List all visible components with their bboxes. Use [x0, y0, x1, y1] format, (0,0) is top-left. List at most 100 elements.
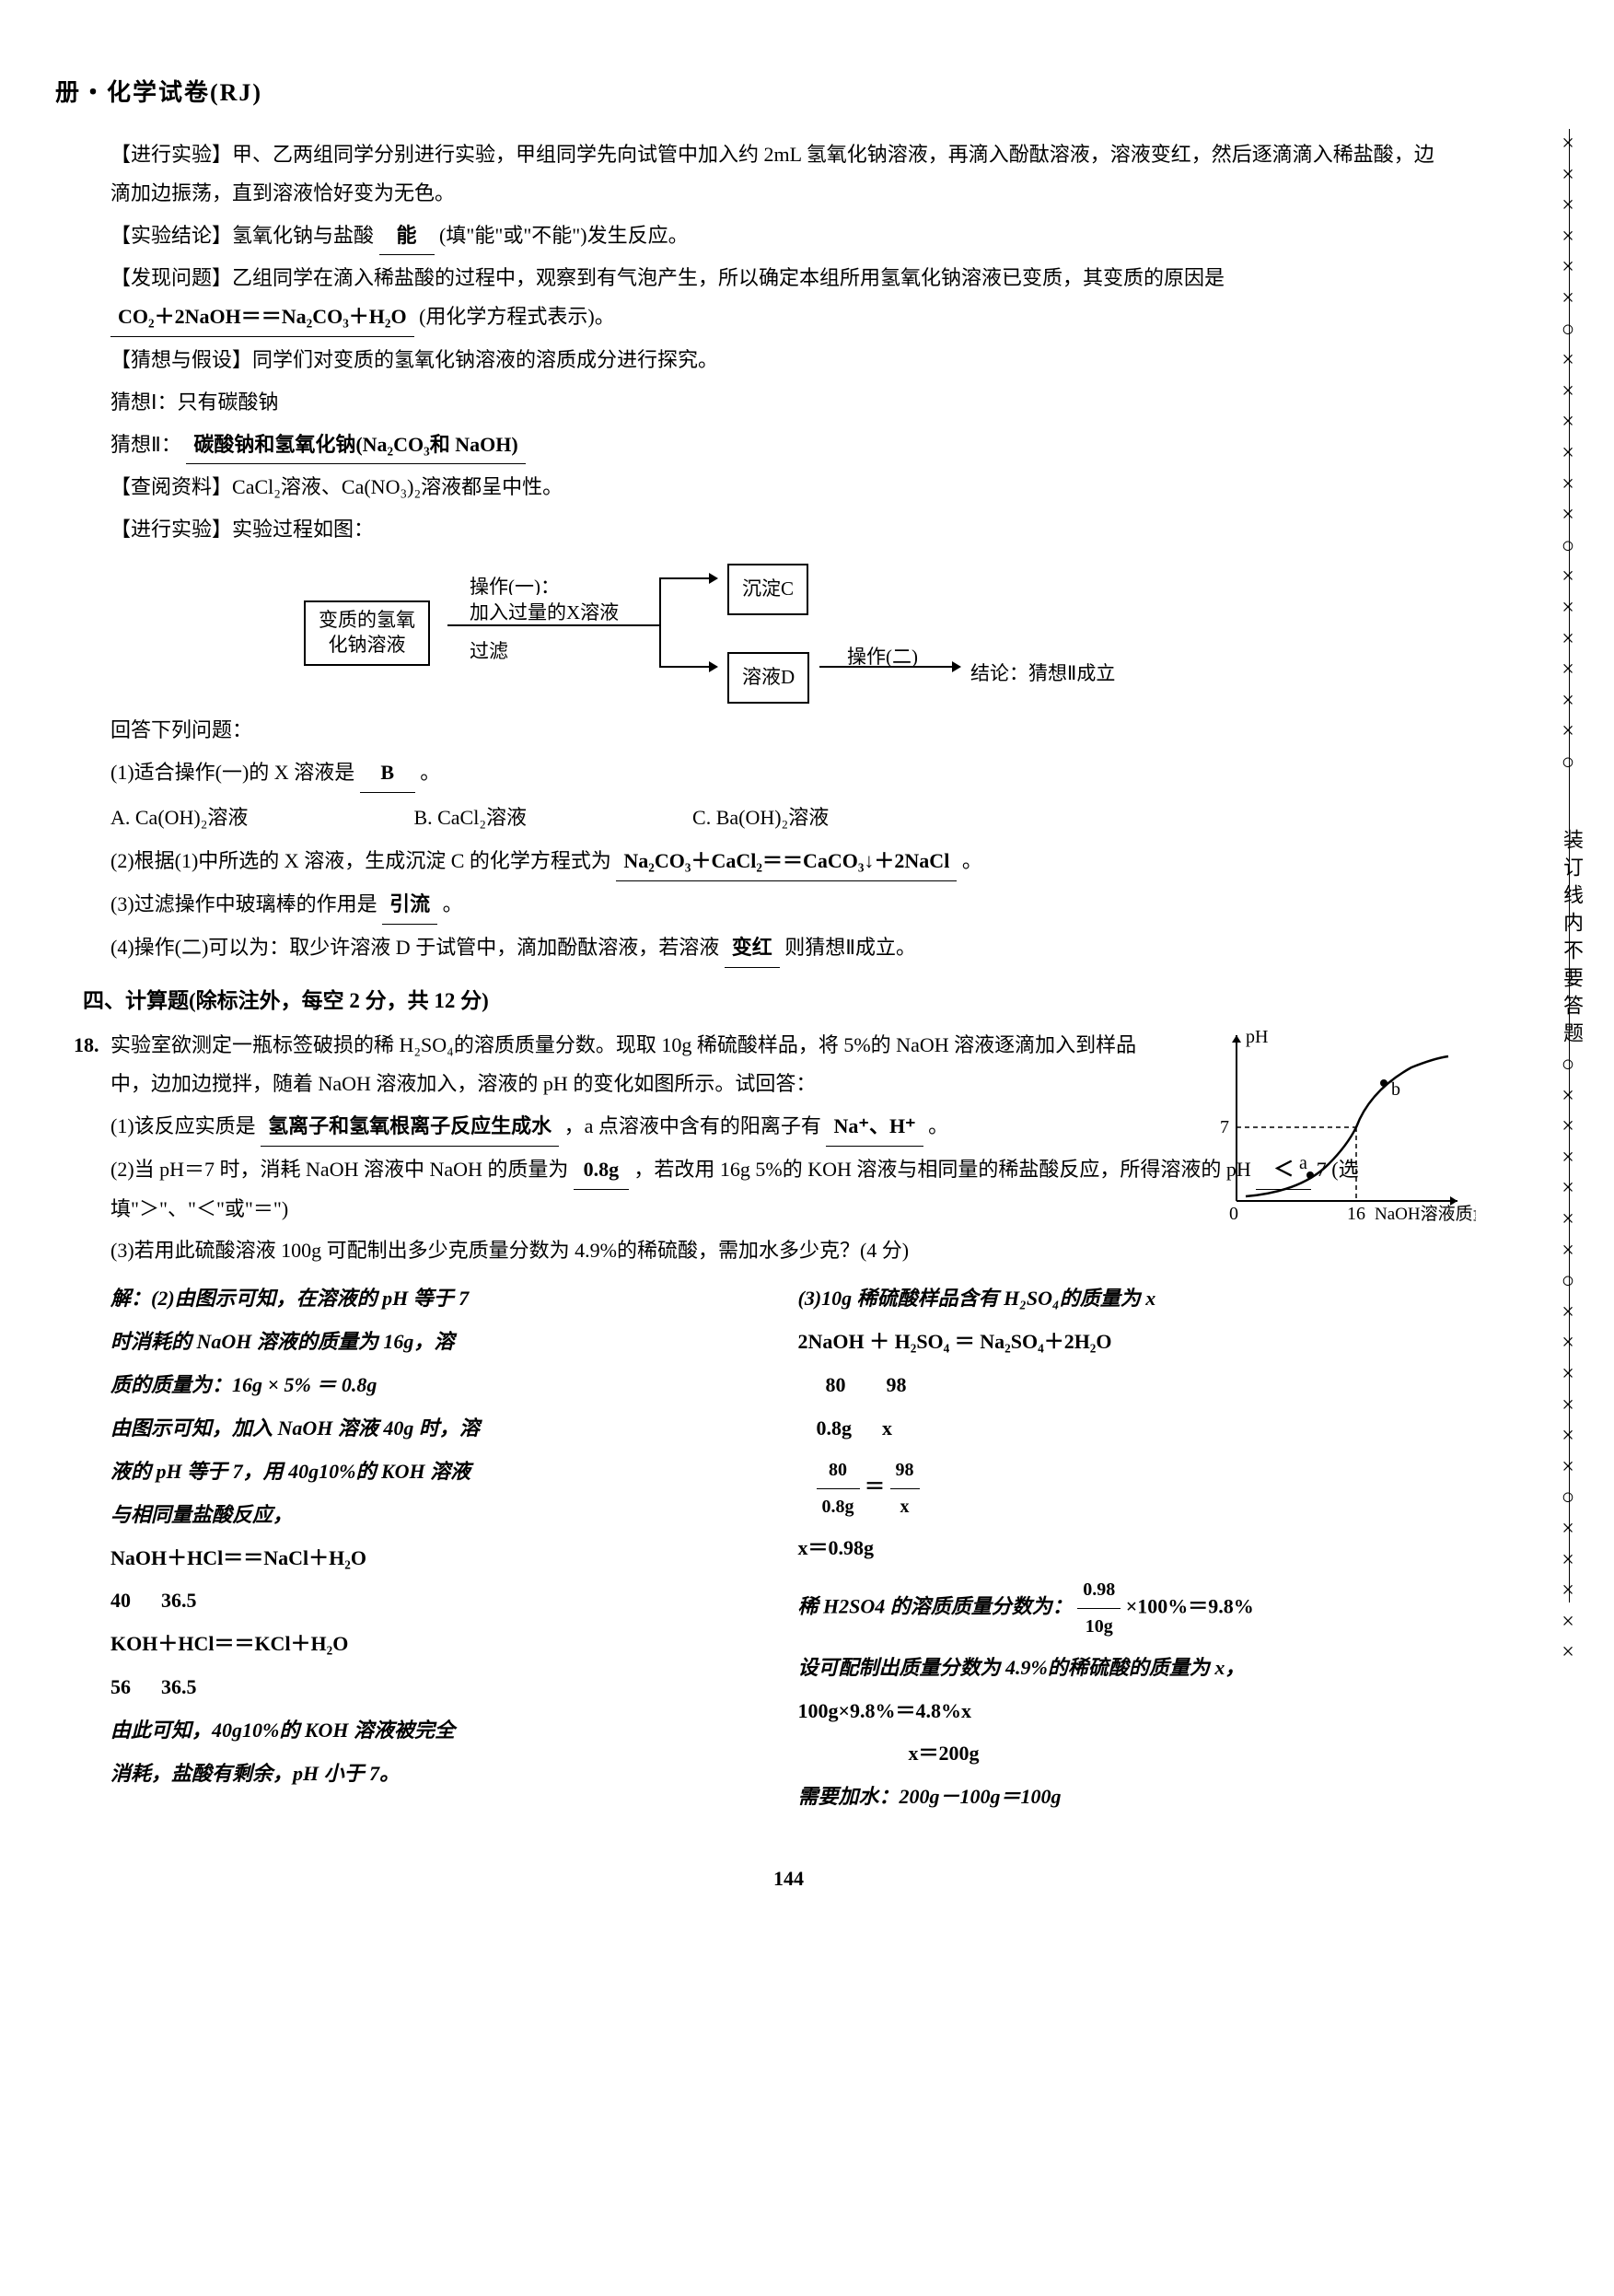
sol-l5: 液的 pH 等于 7，用 40g10%的 KOH 溶液 — [110, 1452, 761, 1492]
sol-r3-num: 0.98 — [1077, 1572, 1121, 1609]
exp2-text: 实验过程如图： — [232, 518, 374, 541]
solution-right: (3)10g 稀硫酸样品含有 H₂SO₄的质量为 x 2NaOH ＋ H₂SO₄… — [798, 1279, 1449, 1821]
q18-1-blank: 氢离子和氢氧根离子反应生成水 — [261, 1107, 559, 1147]
sol-eq2n: 56 36.5 — [110, 1668, 761, 1707]
ph-graph: pH 7 a b 0 16 NaOH溶液质量/g — [1200, 1026, 1476, 1229]
section4-heading: 四、计算题(除标注外，每空 2 分，共 12 分) — [83, 981, 1448, 1021]
q18-1-suffix: 。 — [928, 1114, 948, 1137]
q1: (1)适合操作(一)的 X 溶液是 B 。 — [110, 753, 1448, 793]
fc-op2: 操作(二) — [847, 639, 918, 676]
fc-result: 结论：猜想Ⅱ成立 — [970, 656, 1115, 693]
q4-blank: 变红 — [725, 928, 780, 968]
sol-frac-eq: 800.8g ＝ 98x — [798, 1452, 1449, 1525]
q4-suffix: 则猜想Ⅱ成立。 — [784, 936, 916, 959]
answer-intro: 回答下列问题： — [110, 711, 1448, 750]
q18-2-blank: 0.8g — [574, 1150, 629, 1190]
q18-2-text: (2)当 pH＝7 时，消耗 NaOH 溶液中 NaOH 的质量为 — [110, 1158, 568, 1181]
fc-box-solution: 溶液D — [727, 652, 809, 704]
q18-number: 18. — [74, 1026, 110, 1065]
q2: (2)根据(1)中所选的 X 溶液，生成沉淀 C 的化学方程式为 Na₂CO₃＋… — [110, 842, 1448, 881]
conclusion-paragraph: 【实验结论】氢氧化钠与盐酸 能 (填"能"或"不能")发生反应。 — [110, 216, 1448, 256]
exp-text: 甲、乙两组同学分别进行实验，甲组同学先向试管中加入约 2mL 氢氧化钠溶液，再滴… — [110, 143, 1434, 204]
page-header: 册・化学试卷(RJ) — [55, 74, 1522, 108]
reference-paragraph: 【查阅资料】CaCl₂溶液、Ca(NO₃)₂溶液都呈中性。 — [110, 468, 1448, 507]
guess2-blank: 碳酸钠和氢氧化钠(Na₂CO₃和 NaOH) — [186, 425, 525, 465]
q3-blank: 引流 — [382, 885, 437, 925]
solution-columns: 解：(2)由图示可知，在溶液的 pH 等于 7 时消耗的 NaOH 溶液的质量为… — [110, 1279, 1448, 1821]
sol-l3: 质的质量为：16g × 5% ＝ 0.8g — [110, 1366, 761, 1405]
graph-ylabel: pH — [1246, 1027, 1268, 1047]
guess-title: 【猜想与假设】 — [110, 348, 252, 371]
q4: (4)操作(二)可以为：取少许溶液 D 于试管中，滴加酚酞溶液，若溶液 变红 则… — [110, 928, 1448, 968]
conclusion-title: 【实验结论】 — [110, 224, 232, 247]
graph-ptb: b — [1391, 1079, 1400, 1100]
q18-1-mid: ，a 点溶液中含有的阳离子有 — [564, 1114, 821, 1137]
problem-blank: CO₂＋2NaOH＝＝Na₂CO₃＋H₂O — [110, 297, 414, 337]
fc-arrow-top — [659, 577, 714, 579]
sol-eq3n2: 0.8g x — [798, 1409, 1449, 1449]
q3-suffix: 。 — [443, 892, 463, 915]
experiment2-paragraph: 【进行实验】实验过程如图： — [110, 510, 1448, 549]
guess-paragraph: 【猜想与假设】同学们对变质的氢氧化钠溶液的溶质成分进行探究。 — [110, 341, 1448, 379]
margin-vertical-text: 装订线内不要答题 — [1557, 829, 1586, 1050]
experiment-paragraph: 【进行实验】甲、乙两组同学分别进行实验，甲组同学先向试管中加入约 2mL 氢氧化… — [110, 135, 1448, 213]
exp2-title: 【进行实验】 — [110, 518, 232, 541]
graph-pta: a — [1299, 1153, 1307, 1173]
sol-l4: 由图示可知，加入 NaOH 溶液 40g 时，溶 — [110, 1409, 761, 1449]
q4-text: (4)操作(二)可以为：取少许溶液 D 于试管中，滴加酚酞溶液，若溶液 — [110, 936, 719, 959]
q1-text: (1)适合操作(一)的 X 溶液是 — [110, 761, 354, 784]
sol-eq2: KOH＋HCl＝＝KCl＋H₂O — [110, 1625, 761, 1664]
q3-text: (3)过滤操作中玻璃棒的作用是 — [110, 892, 377, 915]
solution-left: 解：(2)由图示可知，在溶液的 pH 等于 7 时消耗的 NaOH 溶液的质量为… — [110, 1279, 761, 1821]
q18-3: (3)若用此硫酸溶液 100g 可配制出多少克质量分数为 4.9%的稀硫酸，需加… — [110, 1231, 1448, 1270]
q2-suffix: 。 — [962, 849, 982, 872]
sol-r3: 稀 H2SO4 的溶质质量分数为： 0.9810g ×100%＝9.8% — [798, 1572, 1449, 1645]
fc-arrow-bottom — [659, 666, 714, 668]
margin-marks-top: ×××××× ○ ×××××× ○ ×××××× ○ — [1550, 129, 1586, 778]
guess2-label: 猜想Ⅱ： — [110, 433, 181, 456]
problem-title: 【发现问题】 — [110, 266, 232, 289]
sol-l2: 时消耗的 NaOH 溶液的质量为 16g，溶 — [110, 1323, 761, 1362]
q18-text: 实验室欲测定一瓶标签破损的稀 H₂SO₄的溶质质量分数。现取 10g 稀硫酸样品… — [110, 1033, 1136, 1095]
fc-arrow-result — [819, 666, 958, 668]
graph-x0: 0 — [1229, 1204, 1238, 1224]
graph-xlabel: NaOH溶液质量/g — [1375, 1204, 1476, 1224]
sol-l6: 与相同量盐酸反应， — [110, 1496, 761, 1535]
conclusion-text1: 氢氧化钠与盐酸 — [232, 224, 374, 247]
sol-r7: 需要加水：200g－100g＝100g — [798, 1777, 1449, 1817]
option-a: A. Ca(OH)₂溶液 — [110, 798, 248, 837]
conclusion-blank: 能 — [379, 216, 435, 256]
ref-text: CaCl₂溶液、Ca(NO₃)₂溶液都呈中性。 — [232, 475, 563, 498]
sol-eq3n1: 80 98 — [798, 1366, 1449, 1405]
page-number: 144 — [55, 1867, 1522, 1891]
exp-title: 【进行实验】 — [110, 143, 232, 166]
sol-l1: 解：(2)由图示可知，在溶液的 pH 等于 7 — [110, 1279, 761, 1319]
q1-blank: B — [360, 753, 415, 793]
sol-r3-den: 10g — [1077, 1609, 1121, 1645]
guess2: 猜想Ⅱ： 碳酸钠和氢氧化钠(Na₂CO₃和 NaOH) — [110, 425, 1448, 465]
sol-r6: x＝200g — [798, 1734, 1449, 1774]
sol-eq1n: 40 36.5 — [110, 1581, 761, 1621]
problem-text1: 乙组同学在滴入稀盐酸的过程中，观察到有气泡产生，所以确定本组所用氢氧化钠溶液已变… — [232, 266, 1225, 289]
sol-r5: 100g×9.8%＝4.8%x — [798, 1692, 1449, 1731]
sol-r1: (3)10g 稀硫酸样品含有 H₂SO₄的质量为 x — [798, 1279, 1449, 1319]
option-b: B. CaCl₂溶液 — [413, 798, 527, 837]
sol-l7: 由此可知，40g10%的 KOH 溶液被完全 — [110, 1711, 761, 1751]
sol-r2: x＝0.98g — [798, 1529, 1449, 1568]
guess1: 猜想Ⅰ：只有碳酸钠 — [110, 383, 1448, 422]
fc-line2 — [659, 577, 661, 668]
option-c: C. Ba(OH)₂溶液 — [692, 798, 829, 837]
fc-box-input: 变质的氢氧化钠溶液 — [304, 600, 430, 666]
flowchart: 变质的氢氧化钠溶液 操作(一)： 加入过量的X溶液 过滤 沉淀C 溶液D 操作(… — [184, 564, 1448, 693]
fc-line1 — [447, 624, 659, 626]
main-content: 【进行实验】甲、乙两组同学分别进行实验，甲组同学先向试管中加入约 2mL 氢氧化… — [55, 135, 1522, 1821]
sol-r3-suffix: ×100%＝9.8% — [1126, 1594, 1254, 1617]
ref-title: 【查阅资料】 — [110, 475, 232, 498]
q2-blank: Na₂CO₃＋CaCl₂＝＝CaCO₃↓＋2NaCl — [616, 842, 957, 881]
q2-text: (2)根据(1)中所选的 X 溶液，生成沉淀 C 的化学方程式为 — [110, 849, 611, 872]
q1-options: A. Ca(OH)₂溶液 B. CaCl₂溶液 C. Ba(OH)₂溶液 — [110, 798, 1448, 837]
q18-2-mid: ，若改用 16g 5%的 KOH 溶液与相同量的稀盐酸反应，所得溶液的 pH — [633, 1158, 1250, 1181]
q18-1-text: (1)该反应实质是 — [110, 1114, 256, 1137]
problem-paragraph: 【发现问题】乙组同学在滴入稀盐酸的过程中，观察到有气泡产生，所以确定本组所用氢氧… — [110, 259, 1448, 337]
guess-text: 同学们对变质的氢氧化钠溶液的溶质成分进行探究。 — [252, 348, 718, 371]
